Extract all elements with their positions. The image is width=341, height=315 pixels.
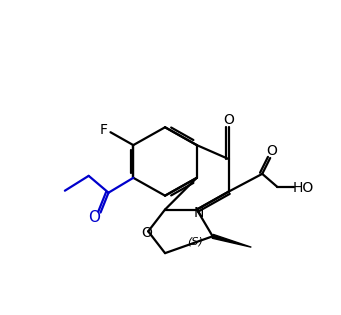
Text: F: F (100, 123, 107, 137)
Text: HO: HO (292, 181, 313, 195)
Polygon shape (212, 234, 251, 247)
Text: O: O (267, 144, 278, 158)
Text: O: O (223, 113, 234, 127)
Text: (S): (S) (187, 236, 203, 246)
Text: N: N (194, 205, 204, 220)
Text: O: O (88, 210, 100, 225)
Text: O: O (141, 226, 152, 240)
